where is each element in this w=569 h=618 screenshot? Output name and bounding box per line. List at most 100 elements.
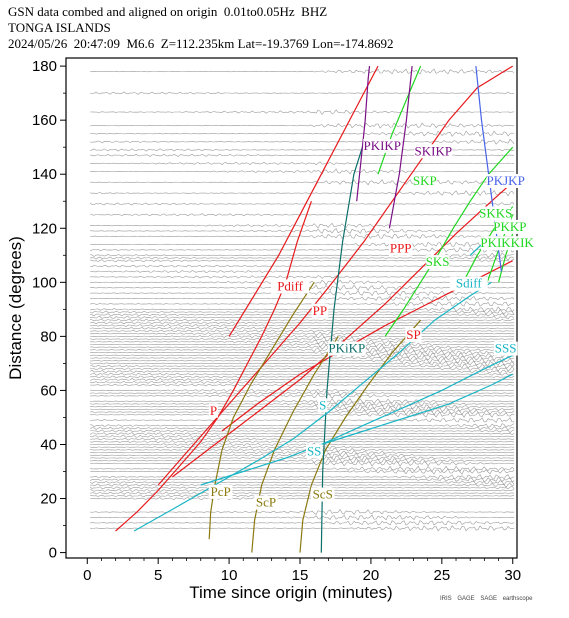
trace-line bbox=[89, 369, 515, 374]
trace-line bbox=[90, 91, 515, 95]
y-tick-label: 140 bbox=[32, 166, 57, 183]
header-line-3: 2024/05/26 20:47:09 M6.6 Z=112.235km Lat… bbox=[8, 36, 394, 51]
trace-line bbox=[90, 491, 515, 495]
trace-line bbox=[90, 346, 515, 354]
trace-line bbox=[90, 324, 515, 328]
trace-line bbox=[90, 259, 515, 263]
phase-label-bg bbox=[318, 398, 328, 413]
phase-label-bg bbox=[310, 487, 335, 502]
trace-line bbox=[90, 429, 515, 434]
x-tick-label: 0 bbox=[83, 567, 91, 584]
phase-label: P bbox=[210, 403, 217, 418]
phase-curve-skp bbox=[377, 65, 422, 175]
phase-label-bg bbox=[254, 495, 278, 510]
phase-label: SP bbox=[406, 327, 420, 342]
trace-line bbox=[90, 349, 515, 356]
x-tick-label: 20 bbox=[363, 567, 380, 584]
trace-line bbox=[90, 252, 515, 258]
trace-line bbox=[90, 336, 515, 342]
trace-line bbox=[90, 452, 515, 459]
y-tick-label: 0 bbox=[49, 545, 57, 562]
trace-line bbox=[90, 406, 515, 413]
phase-label: SKS bbox=[426, 254, 450, 269]
phase-curve-ppp bbox=[172, 181, 514, 478]
y-tick-label: 100 bbox=[32, 274, 57, 291]
phase-label: PKKP bbox=[493, 219, 526, 234]
phase-label-bg bbox=[414, 144, 453, 159]
phase-label-bg bbox=[305, 444, 323, 459]
trace-line bbox=[90, 447, 515, 453]
y-tick-label: 180 bbox=[32, 58, 57, 75]
phase-label-bg bbox=[405, 328, 422, 343]
phase-label: Pdiff bbox=[277, 278, 303, 293]
phase-curve-s bbox=[133, 281, 492, 532]
trace-line bbox=[90, 442, 515, 446]
trace-line bbox=[90, 460, 515, 467]
trace-line bbox=[90, 404, 515, 410]
trace-line bbox=[90, 270, 515, 273]
trace-line bbox=[90, 326, 515, 330]
trace-line bbox=[90, 400, 515, 408]
trace-line bbox=[89, 306, 515, 313]
y-tick-label: 80 bbox=[40, 328, 57, 345]
phase-label: PcP bbox=[210, 484, 230, 499]
iris-logo: IRIS bbox=[440, 596, 452, 602]
trace-line bbox=[90, 482, 515, 488]
phase-label-bg bbox=[480, 236, 534, 251]
plot-frame bbox=[65, 57, 518, 559]
phase-label: SKP bbox=[413, 173, 437, 188]
y-axis-label: Distance (degrees) bbox=[6, 236, 25, 380]
x-axis: 0 5 10 15 20 25 30 bbox=[83, 558, 521, 584]
trace-line bbox=[90, 344, 515, 351]
trace-line bbox=[90, 168, 515, 175]
phase-label: ScS bbox=[313, 487, 333, 502]
trace-line bbox=[90, 352, 515, 359]
trace-line bbox=[90, 301, 515, 307]
trace-line bbox=[90, 497, 515, 500]
trace-line bbox=[90, 435, 515, 438]
phase-label-bg bbox=[363, 138, 402, 153]
trace-line bbox=[90, 408, 515, 416]
trace-line bbox=[90, 390, 515, 396]
phase-label-bg bbox=[494, 219, 526, 234]
trace-line bbox=[90, 363, 515, 369]
trace-line bbox=[90, 138, 515, 145]
trace-line bbox=[89, 476, 515, 483]
phase-curve-scs bbox=[299, 319, 422, 553]
chart-header: GSN data combed and aligned on origin 0.… bbox=[8, 4, 394, 52]
trace-line bbox=[90, 426, 515, 431]
trace-line bbox=[90, 474, 515, 480]
trace-line bbox=[90, 494, 515, 498]
trace-line bbox=[90, 339, 515, 345]
trace-line bbox=[90, 222, 515, 229]
phase-curve-skikp bbox=[388, 66, 413, 229]
trace-line bbox=[90, 233, 515, 239]
y-tick-label: 60 bbox=[40, 382, 57, 399]
gage-logo: GAGE bbox=[457, 596, 475, 602]
trace-line bbox=[90, 457, 515, 464]
phase-label: SKKS bbox=[479, 205, 512, 220]
phase-label: PKIKKIK bbox=[480, 235, 534, 250]
trace-line bbox=[90, 122, 515, 129]
trace-line bbox=[90, 411, 515, 418]
trace-line bbox=[89, 309, 515, 315]
phase-label: S bbox=[319, 397, 326, 412]
phase-label-bg bbox=[311, 303, 329, 318]
trace-line bbox=[90, 312, 515, 318]
phase-curve-sss bbox=[321, 373, 513, 446]
trace-line bbox=[90, 228, 515, 234]
phase-label: SKIKP bbox=[415, 143, 453, 158]
trace-line bbox=[89, 360, 515, 367]
trace-line bbox=[90, 380, 515, 384]
phase-label: PKIKP bbox=[363, 138, 401, 153]
y-tick-label: 160 bbox=[32, 112, 57, 129]
phase-curve-pp-early bbox=[228, 65, 379, 337]
phase-label: Sdiff bbox=[456, 276, 482, 291]
trace-line bbox=[90, 440, 515, 444]
phase-label-bg bbox=[425, 255, 450, 270]
x-tick-label: 25 bbox=[433, 567, 450, 584]
trace-line bbox=[90, 357, 515, 364]
trace-line bbox=[90, 372, 515, 376]
earthscope-logo: earthscope bbox=[502, 596, 533, 602]
